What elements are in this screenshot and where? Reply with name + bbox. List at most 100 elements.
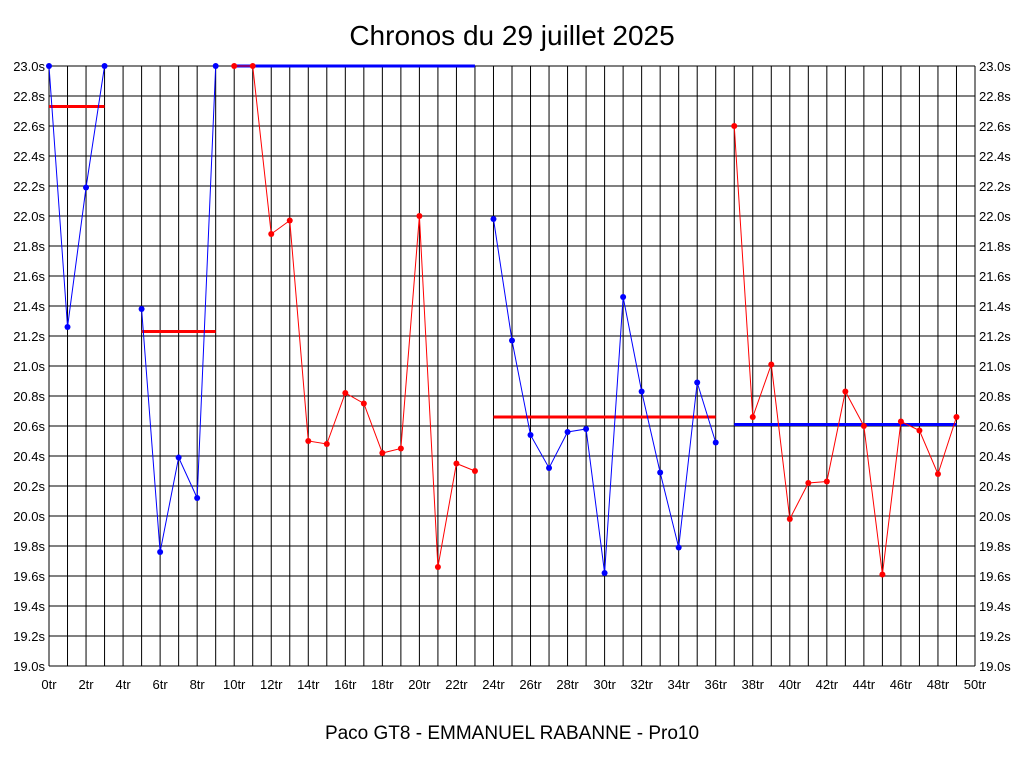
y-tick-label-right: 22.0s	[979, 209, 1011, 224]
series-points	[46, 63, 960, 578]
grid	[48, 65, 976, 667]
y-tick-label-left: 20.0s	[13, 509, 45, 524]
data-point	[731, 123, 738, 129]
y-tick-label-left: 19.4s	[13, 599, 45, 614]
x-tick-label: 6tr	[153, 677, 169, 692]
data-point	[805, 480, 812, 486]
x-tick-label: 42tr	[816, 677, 839, 692]
data-point	[860, 423, 867, 429]
data-point	[786, 516, 793, 522]
x-tick-label: 0tr	[41, 677, 57, 692]
x-tick-label: 32tr	[630, 677, 653, 692]
x-tick-label: 26tr	[519, 677, 542, 692]
x-tick-label: 48tr	[927, 677, 950, 692]
y-tick-label-left: 21.4s	[13, 299, 45, 314]
y-tick-label-left: 20.4s	[13, 449, 45, 464]
data-point	[379, 450, 386, 456]
chart-title: Chronos du 29 juillet 2025	[349, 20, 674, 51]
y-tick-label-right: 22.4s	[979, 149, 1011, 164]
series-line	[234, 65, 476, 568]
data-point	[64, 324, 71, 330]
y-tick-label-left: 22.6s	[13, 119, 45, 134]
y-tick-label-right: 21.0s	[979, 359, 1011, 374]
data-point	[360, 400, 367, 407]
data-point	[638, 388, 645, 395]
data-point	[175, 454, 182, 461]
x-tick-label: 46tr	[890, 677, 913, 692]
x-tick-label: 40tr	[779, 677, 802, 692]
y-tick-label-left: 21.0s	[13, 359, 45, 374]
x-tick-label: 36tr	[705, 677, 728, 692]
x-tick-label: 34tr	[667, 677, 690, 692]
y-tick-label-right: 19.2s	[979, 629, 1011, 644]
x-tick-label: 14tr	[297, 677, 320, 692]
y-tick-label-left: 20.6s	[13, 419, 45, 434]
y-tick-label-right: 19.8s	[979, 539, 1011, 554]
data-point	[453, 460, 460, 467]
data-point	[434, 564, 441, 570]
data-point	[471, 468, 478, 474]
x-tick-label: 16tr	[334, 677, 357, 692]
chart-subtitle: Paco GT8 - EMMANUEL RABANNE - Pro10	[325, 723, 699, 744]
y-tick-label-left: 19.0s	[13, 659, 45, 674]
x-tick-label: 50tr	[964, 677, 987, 692]
y-tick-label-right: 22.2s	[979, 179, 1011, 194]
data-point	[916, 427, 923, 434]
y-tick-label-right: 20.8s	[979, 389, 1011, 404]
y-tick-label-left: 21.2s	[13, 329, 45, 344]
y-tick-label-left: 22.0s	[13, 209, 45, 224]
data-point	[286, 217, 293, 224]
data-point	[416, 213, 423, 219]
x-tick-label: 12tr	[260, 677, 283, 692]
y-tick-label-right: 19.6s	[979, 569, 1011, 584]
data-point	[842, 388, 849, 395]
y-tick-label-right: 20.4s	[979, 449, 1011, 464]
data-point	[157, 549, 164, 555]
x-tick-label: 44tr	[853, 677, 876, 692]
data-point	[934, 471, 941, 477]
x-tick-label: 2tr	[78, 677, 94, 692]
data-point	[675, 544, 682, 551]
y-tick-label-right: 20.6s	[979, 419, 1011, 434]
data-point	[657, 469, 664, 476]
data-point	[83, 184, 90, 191]
y-tick-label-left: 20.8s	[13, 389, 45, 404]
data-point	[323, 441, 330, 447]
y-tick-label-right: 22.6s	[979, 119, 1011, 134]
x-tick-label: 18tr	[371, 677, 394, 692]
data-point	[897, 418, 904, 425]
y-tick-label-right: 19.4s	[979, 599, 1011, 614]
x-tick-label: 28tr	[556, 677, 579, 692]
data-point	[527, 432, 534, 438]
data-point	[249, 63, 256, 69]
data-point	[546, 465, 553, 471]
data-point	[879, 571, 886, 578]
data-point	[768, 361, 775, 368]
data-point	[694, 379, 701, 386]
data-point	[212, 63, 219, 69]
data-point	[46, 63, 52, 69]
y-tick-label-left: 19.6s	[13, 569, 45, 584]
x-tick-label: 10tr	[223, 677, 246, 692]
x-tick-label: 4tr	[115, 677, 131, 692]
data-point	[101, 63, 108, 69]
y-tick-label-left: 22.8s	[13, 89, 45, 104]
x-tick-label: 24tr	[482, 677, 505, 692]
x-tick-label: 20tr	[408, 677, 431, 692]
data-point	[712, 439, 719, 446]
data-point	[305, 438, 312, 444]
y-tick-label-right: 21.2s	[979, 329, 1011, 344]
y-tick-label-right: 22.8s	[979, 89, 1011, 104]
data-point	[397, 445, 404, 452]
y-tick-label-right: 20.2s	[979, 479, 1011, 494]
data-point	[749, 414, 756, 420]
y-tick-label-left: 21.8s	[13, 239, 45, 254]
data-point	[268, 231, 275, 237]
data-point	[823, 478, 830, 485]
data-point	[490, 216, 497, 222]
data-point	[194, 495, 201, 501]
data-point	[231, 63, 238, 69]
data-point	[620, 294, 627, 300]
average-lines	[49, 64, 957, 426]
